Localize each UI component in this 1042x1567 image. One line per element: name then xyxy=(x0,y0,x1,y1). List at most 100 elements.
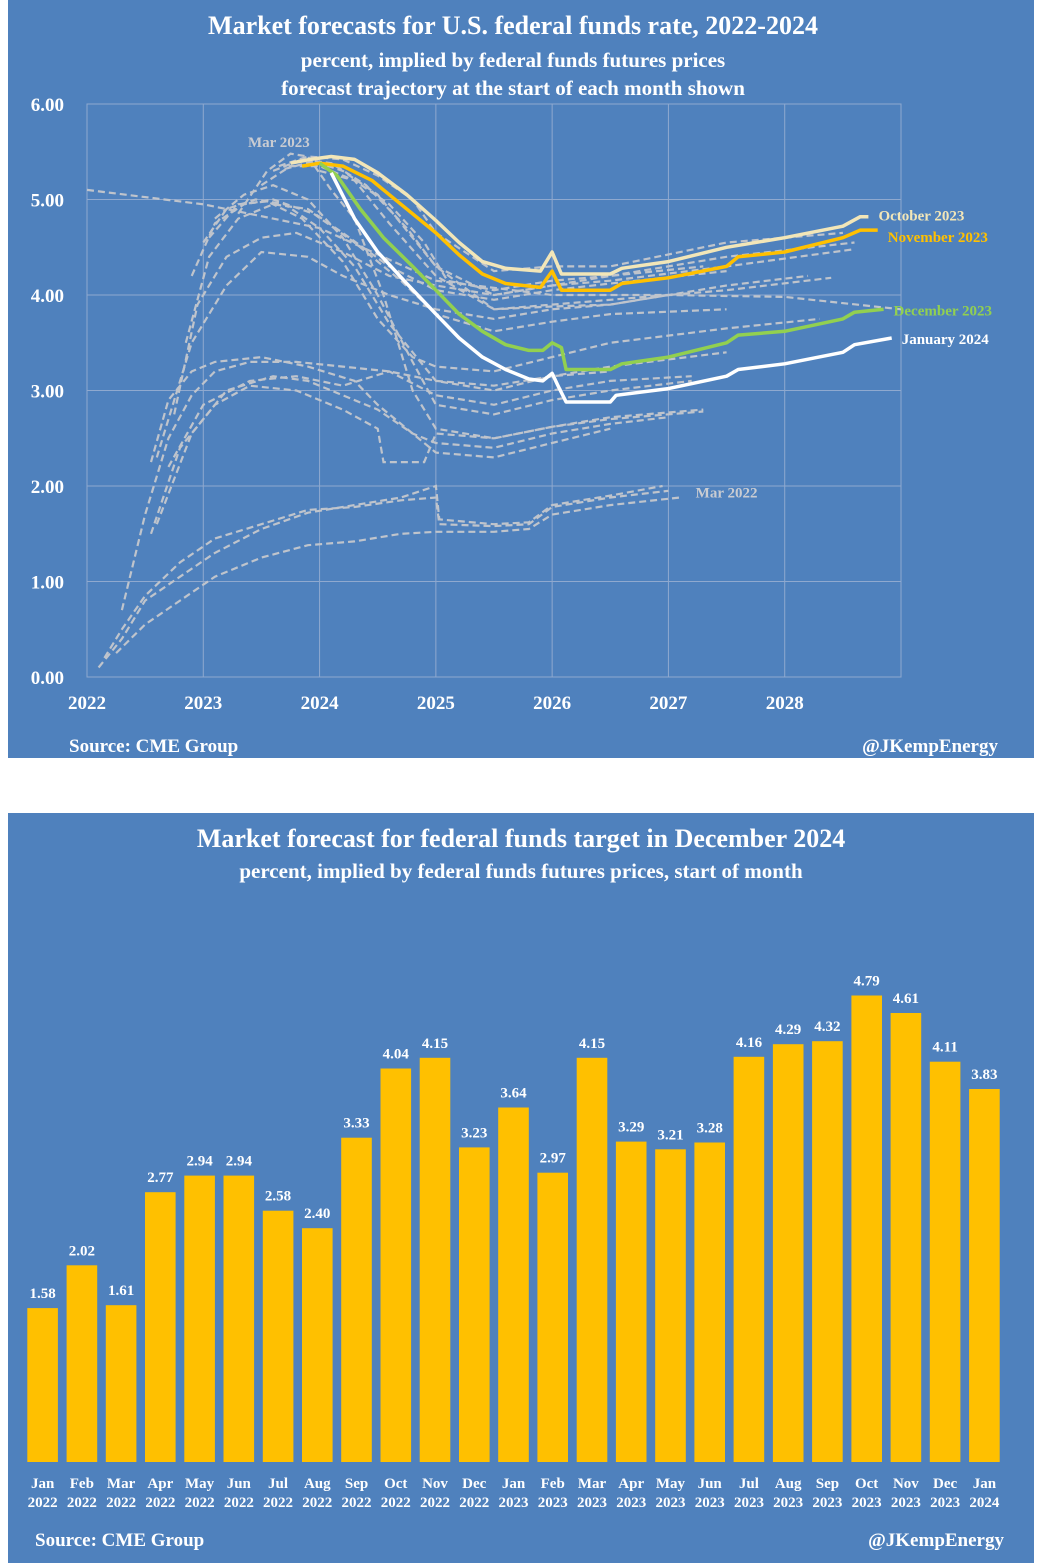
history-series-line xyxy=(214,184,692,416)
category-labels: Jan 2022 Feb 2022 Mar 2022 Apr 2022 May 2022 Jun 20… xyxy=(28,1476,1000,1511)
category-year-label: 2023 xyxy=(773,1495,803,1511)
history-series-line xyxy=(190,198,727,333)
category-year-label: 2022 xyxy=(28,1495,58,1511)
series-labels: October 2023 November 2023 December 2023 Ja… xyxy=(248,135,992,501)
y-axis-ticks: 0.00 1.00 2.00 3.00 4.00 5.00 6.00 xyxy=(31,95,64,689)
category-month-label: May xyxy=(185,1476,215,1492)
bar-chart: Market forecast for federal funds target… xyxy=(27,824,1004,1551)
history-series-line xyxy=(202,198,727,392)
category-month-label: Nov xyxy=(422,1476,448,1492)
bar xyxy=(615,1141,647,1462)
category-year-label: 2022 xyxy=(342,1495,372,1511)
category-year-label: 2023 xyxy=(655,1495,685,1511)
bar xyxy=(812,1041,843,1462)
category-year-label: 2023 xyxy=(616,1495,646,1511)
chart-title: Market forecasts for U.S. federal funds … xyxy=(208,11,818,40)
line-chart-panel: Market forecasts for U.S. federal funds … xyxy=(8,0,1034,758)
category-year-label: 2023 xyxy=(852,1495,882,1511)
category-year-label: 2023 xyxy=(930,1495,960,1511)
category-month-label: Mar xyxy=(578,1476,607,1492)
category-month-label: Oct xyxy=(384,1476,407,1492)
x-tick-label: 2025 xyxy=(417,693,455,714)
bar-value-label: 3.83 xyxy=(971,1067,997,1083)
bar-value-label: 4.15 xyxy=(579,1036,605,1052)
y-tick-label: 6.00 xyxy=(31,95,64,116)
category-month-label: Feb xyxy=(70,1476,94,1492)
x-tick-label: 2023 xyxy=(184,693,222,714)
bar xyxy=(223,1175,255,1462)
category-month-label: Feb xyxy=(541,1476,565,1492)
history-series-line xyxy=(184,203,727,344)
bar-value-label: 4.11 xyxy=(932,1040,957,1056)
category-month-label: Jan xyxy=(31,1476,55,1492)
history-series-line xyxy=(97,484,663,669)
bar-value-label: 2.77 xyxy=(147,1170,174,1186)
bar-value-label: 2.58 xyxy=(265,1189,291,1205)
history-series-line xyxy=(120,360,611,611)
history-series-line xyxy=(208,200,820,373)
bar-value-label: 2.02 xyxy=(69,1243,95,1259)
category-month-label: Jan xyxy=(973,1476,997,1492)
history-series-line xyxy=(149,384,704,535)
history-series-line xyxy=(155,375,669,525)
y-tick-label: 1.00 xyxy=(31,573,64,594)
source-label: Source: CME Group xyxy=(35,1530,204,1551)
bar-value-label: 2.94 xyxy=(226,1154,253,1170)
line-chart: Market forecasts for U.S. federal funds … xyxy=(31,11,999,757)
category-year-label: 2022 xyxy=(67,1495,97,1511)
series-line-october-2023 xyxy=(290,154,869,276)
category-month-label: Jan xyxy=(502,1476,526,1492)
category-year-label: 2023 xyxy=(695,1495,725,1511)
bar xyxy=(27,1308,58,1462)
source-label: Source: CME Group xyxy=(69,736,238,757)
chart-subtitle-1: percent, implied by federal funds future… xyxy=(301,48,725,72)
bar xyxy=(576,1057,608,1462)
bar-value-label: 1.58 xyxy=(29,1286,55,1302)
category-month-label: Aug xyxy=(304,1476,331,1492)
category-year-label: 2023 xyxy=(891,1495,921,1511)
category-month-label: Dec xyxy=(933,1476,957,1492)
category-year-label: 2022 xyxy=(106,1495,136,1511)
series-line-december-2023 xyxy=(318,161,884,372)
bar-value-label: 3.21 xyxy=(657,1127,683,1143)
series-line-january-2024 xyxy=(329,172,893,404)
category-year-label: 2022 xyxy=(302,1495,332,1511)
category-month-label: Jul xyxy=(739,1476,759,1492)
category-year-label: 2022 xyxy=(263,1495,293,1511)
series-label: January 2024 xyxy=(902,332,990,348)
category-year-label: 2023 xyxy=(577,1495,607,1511)
category-year-label: 2022 xyxy=(381,1495,411,1511)
bar xyxy=(969,1089,1000,1462)
bar xyxy=(537,1172,568,1462)
bar xyxy=(105,1305,137,1462)
x-axis-ticks: 2022 2023 2024 2025 2026 2027 2028 xyxy=(68,693,804,714)
annotation-label: Mar 2022 xyxy=(696,485,758,501)
chart-subtitle-2: forecast trajectory at the start of each… xyxy=(281,76,745,100)
x-tick-label: 2026 xyxy=(533,693,571,714)
credit-label: @JKempEnergy xyxy=(862,736,998,757)
bar-value-label: 4.04 xyxy=(383,1047,410,1063)
series-label: October 2023 xyxy=(878,209,964,225)
category-year-label: 2023 xyxy=(812,1495,842,1511)
history-series-line xyxy=(103,489,669,659)
category-year-label: 2022 xyxy=(459,1495,489,1511)
bar-value-label: 3.29 xyxy=(618,1120,644,1136)
y-tick-label: 5.00 xyxy=(31,191,64,212)
bar-value-label: 3.23 xyxy=(461,1125,487,1141)
bar xyxy=(694,1142,725,1462)
bar-value-label: 2.94 xyxy=(186,1154,213,1170)
bar xyxy=(145,1192,176,1462)
bar xyxy=(184,1175,215,1462)
bar-value-label: 3.33 xyxy=(343,1116,369,1132)
history-series-line xyxy=(115,496,681,654)
bar xyxy=(380,1068,412,1462)
category-month-label: Mar xyxy=(107,1476,136,1492)
credit-label: @JKempEnergy xyxy=(868,1530,1004,1551)
bar-value-label: 1.61 xyxy=(108,1283,134,1299)
history-series-line xyxy=(167,370,692,468)
bar xyxy=(498,1107,529,1462)
highlight-series-group xyxy=(290,154,893,404)
bar-value-label: 3.64 xyxy=(500,1085,527,1101)
bar-value-label: 4.15 xyxy=(422,1036,448,1052)
category-month-label: Sep xyxy=(345,1476,368,1492)
